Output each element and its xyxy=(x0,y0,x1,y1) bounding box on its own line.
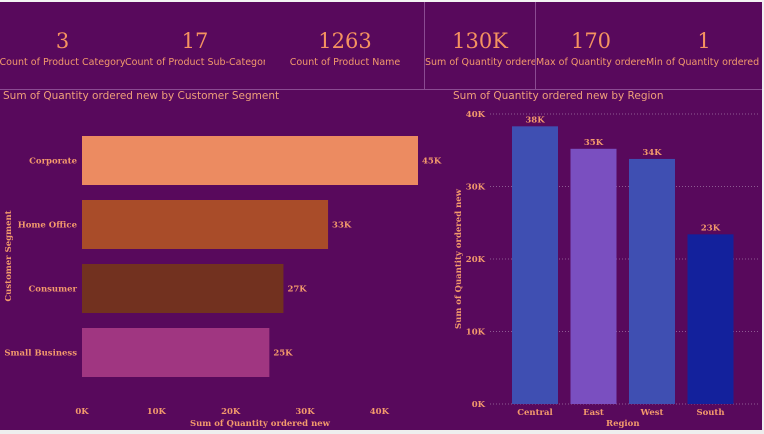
segment-data-label: 33K xyxy=(332,221,352,231)
kpi-value: 17 xyxy=(181,29,209,53)
region-data-label: 34K xyxy=(642,148,662,158)
kpi-label: Count of Product Category xyxy=(0,57,125,68)
region-x-tick-label: East xyxy=(583,408,604,418)
kpi-label: Count of Product Sub-Category xyxy=(125,57,265,68)
segment-bar[interactable] xyxy=(82,264,284,313)
segment-x-tick-label: 40K xyxy=(370,407,390,417)
kpi-card-quantity-min[interactable]: 1 Min of Quantity ordered new xyxy=(646,2,762,90)
window-bottom-border xyxy=(0,430,764,434)
kpi-divider xyxy=(424,2,425,90)
region-y-tick-label: 10K xyxy=(466,328,486,338)
region-data-label: 23K xyxy=(701,223,721,233)
region-x-tick-label: West xyxy=(640,408,664,418)
kpi-card-product-name-count[interactable]: 1263 Count of Product Name xyxy=(265,2,425,90)
region-bar-chart[interactable]: 0K 10K 20K 30K 40K 38K Central 35K East 34K West 23… xyxy=(448,104,762,430)
segment-y-axis-title: Customer Segment xyxy=(4,210,14,301)
segment-x-tick-label: 10K xyxy=(147,407,167,417)
segment-x-tick-label: 20K xyxy=(221,407,241,417)
region-y-tick-label: 20K xyxy=(466,255,486,265)
kpi-label: Count of Product Name xyxy=(289,57,401,68)
segment-data-label: 27K xyxy=(287,285,307,295)
segment-category-label: Consumer xyxy=(29,285,78,295)
segment-x-tick-label: 30K xyxy=(295,407,315,417)
region-x-tick-label: South xyxy=(696,408,724,418)
kpi-value: 130K xyxy=(452,29,508,53)
segment-data-label: 25K xyxy=(273,349,293,359)
segment-data-label: 45K xyxy=(422,157,442,167)
region-y-tick-label: 0K xyxy=(472,400,486,410)
segment-category-label: Corporate xyxy=(29,157,77,167)
segment-category-label: Small Business xyxy=(4,349,77,359)
region-x-tick-label: Central xyxy=(517,408,553,418)
window-top-border xyxy=(0,0,764,2)
kpi-value: 1 xyxy=(697,29,711,53)
segment-x-tick-label: 0K xyxy=(75,407,89,417)
region-y-tick-label: 40K xyxy=(466,110,486,120)
window-right-border xyxy=(762,0,764,434)
region-x-axis-title: Region xyxy=(606,419,640,429)
kpi-label: Min of Quantity ordered new xyxy=(646,57,762,68)
header-divider xyxy=(0,89,762,90)
region-bar[interactable] xyxy=(687,234,734,404)
kpi-label: Max of Quantity ordered new xyxy=(536,57,646,68)
region-y-tick-label: 30K xyxy=(466,183,486,193)
region-bar[interactable] xyxy=(512,126,558,404)
kpi-card-category-count[interactable]: 3 Count of Product Category xyxy=(0,2,125,90)
kpi-label: Sum of Quantity ordered new xyxy=(425,57,535,68)
kpi-value: 170 xyxy=(570,29,612,53)
region-data-label: 38K xyxy=(525,115,545,125)
kpi-value: 1263 xyxy=(318,29,372,53)
region-y-axis-title: Sum of Quantity ordered new xyxy=(454,188,464,329)
kpi-card-quantity-sum[interactable]: 130K Sum of Quantity ordered new xyxy=(425,2,535,90)
region-bar[interactable] xyxy=(629,158,675,404)
segment-bar[interactable] xyxy=(82,328,270,377)
kpi-divider xyxy=(535,2,536,90)
region-chart-title: Sum of Quantity ordered new by Region xyxy=(453,90,664,102)
region-bar[interactable] xyxy=(570,148,617,404)
kpi-card-quantity-max[interactable]: 170 Max of Quantity ordered new xyxy=(536,2,646,90)
kpi-card-subcategory-count[interactable]: 17 Count of Product Sub-Category xyxy=(125,2,265,90)
kpi-value: 3 xyxy=(55,29,70,53)
segment-category-label: Home Office xyxy=(18,221,78,231)
segment-bar[interactable] xyxy=(82,136,418,185)
region-data-label: 35K xyxy=(584,138,604,148)
segment-bar-chart[interactable]: Corporate 45K Home Office 33K Consumer 27K Sma… xyxy=(0,104,448,430)
segment-x-axis-title: Sum of Quantity ordered new xyxy=(190,419,331,429)
segment-bar[interactable] xyxy=(82,200,329,249)
segment-chart-title: Sum of Quantity ordered new by Customer … xyxy=(3,90,280,102)
